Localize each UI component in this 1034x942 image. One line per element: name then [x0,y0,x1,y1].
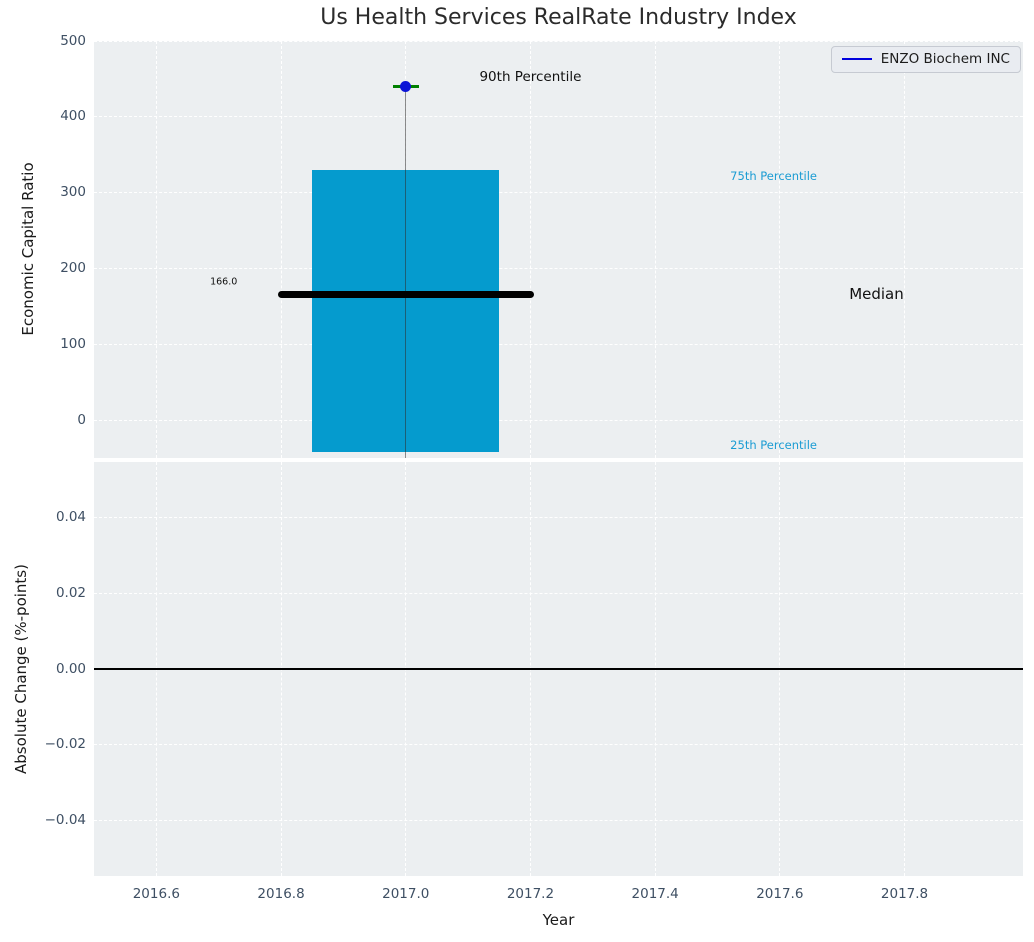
x-axis-label: Year [542,911,575,929]
top-y-tick-label: 200 [60,260,86,277]
top-y-tick-label: 0 [77,412,86,429]
gridline-vertical [529,41,531,458]
gridline-horizontal [94,744,1023,746]
x-tick-label: 2017.2 [506,886,555,902]
top-y-tick-label: 100 [60,336,86,353]
x-tick-label: 2016.6 [132,886,180,902]
x-tick-label: 2017.4 [631,886,679,902]
annotation-75th-percentile: 75th Percentile [730,169,818,184]
chart-title: Us Health Services RealRate Industry Ind… [320,5,797,30]
zero-line [94,668,1023,670]
median-line [277,291,534,299]
gridline-horizontal [94,420,1023,422]
bottom-y-tick-label: −0.02 [44,736,86,753]
gridline-vertical [155,41,157,458]
bottom-y-tick-label: −0.04 [44,812,86,829]
x-tick-label: 2016.8 [257,886,305,902]
annotation-90th-percentile: 90th Percentile [479,68,582,85]
x-tick-label: 2017.0 [382,886,430,902]
bottom-plot-area [94,462,1023,876]
bottom-y-tick-label: 0.04 [55,508,86,525]
x-tick-label: 2017.8 [880,886,929,902]
gridline-horizontal [94,820,1023,822]
legend-label: ENZO Biochem INC [880,51,1010,67]
top-plot-area [94,41,1023,458]
gridline-vertical [654,41,656,458]
legend: ENZO Biochem INC [830,46,1021,73]
top-y-tick-label: 400 [60,108,86,125]
x-tick-label: 2017.6 [756,886,804,902]
gridline-horizontal [94,344,1023,346]
gridline-horizontal [94,268,1023,270]
gridline-horizontal [94,192,1023,194]
gridline-vertical [280,41,282,458]
annotation-25th-percentile: 25th Percentile [730,438,818,453]
legend-line-swatch [841,58,872,60]
bottom-y-tick-label: 0.02 [55,584,86,601]
gridline-vertical [904,41,906,458]
annotation-median: Median [849,285,904,304]
annotation-166-0: 166.0 [210,276,238,288]
gridline-horizontal [94,592,1023,594]
gridline-horizontal [94,41,1023,42]
top-y-tick-label: 500 [60,32,86,49]
gridline-horizontal [94,516,1023,518]
gridline-horizontal [94,116,1023,118]
bottom-y-tick-label: 0.00 [55,660,86,677]
center-vline [404,86,407,458]
company-point [400,81,412,93]
top-y-tick-label: 300 [60,184,86,201]
gridline-vertical [779,41,781,458]
